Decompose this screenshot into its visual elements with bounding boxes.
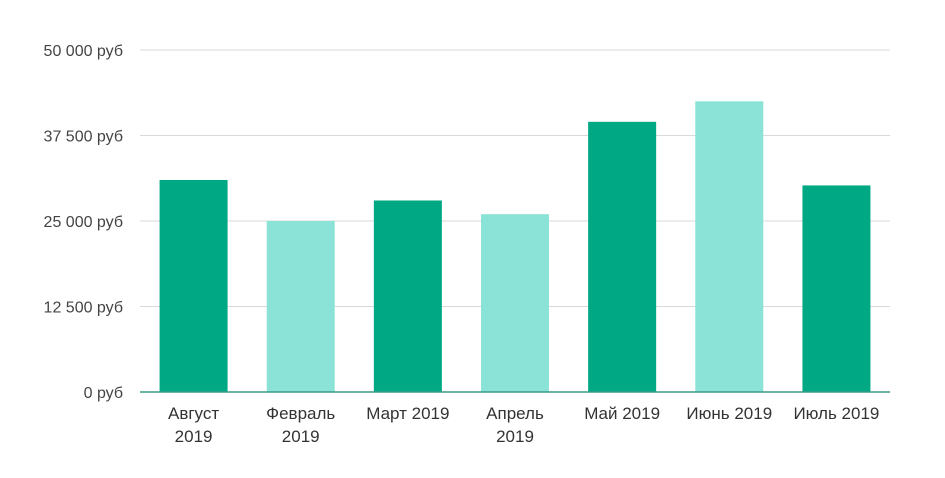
bar (481, 214, 549, 392)
x-category-label-line: Июль 2019 (793, 404, 879, 423)
x-category-label: Июль 2019 (793, 404, 879, 423)
x-category-label: Февраль 2019 (266, 404, 335, 446)
x-category-label-line: 2019 (496, 427, 534, 446)
x-category-label-line: Июнь 2019 (686, 404, 772, 423)
x-category-label-line: Март 2019 (366, 404, 449, 423)
x-category-label-line: Май 2019 (584, 404, 660, 423)
x-category-label-line: 2019 (282, 427, 320, 446)
y-tick-label: 0 руб (84, 385, 123, 402)
bars (159, 101, 871, 393)
bar (159, 179, 228, 392)
x-category-label: Апрель 2019 (486, 404, 544, 446)
y-tick-label: 50 000 руб (44, 43, 123, 60)
bar (373, 200, 442, 392)
y-tick-label: 12 500 руб (44, 300, 123, 317)
bar (266, 221, 335, 392)
x-category-label-line: Август (168, 404, 219, 423)
x-category-label: Март 2019 (366, 404, 449, 423)
x-category-label-line: 2019 (175, 427, 213, 446)
y-tick-label: 25 000 руб (44, 214, 123, 231)
y-axis-tick-labels: 0 руб 12 500 руб 25 000 руб 37 500 руб 50 00… (44, 43, 123, 402)
x-category-label: Июнь 2019 (686, 404, 772, 423)
x-category-label: Август 2019 (168, 404, 219, 446)
bar (588, 121, 657, 392)
y-tick-label: 37 500 руб (44, 129, 123, 146)
x-category-label-line: Апрель (486, 404, 544, 423)
x-category-label: Май 2019 (584, 404, 660, 423)
x-category-label-line: Февраль (266, 404, 335, 423)
bar (802, 185, 871, 392)
x-axis-category-labels: Август 2019 Февраль 2019 Март 2019 Апрель 2019… (168, 404, 879, 446)
bar (695, 101, 764, 393)
